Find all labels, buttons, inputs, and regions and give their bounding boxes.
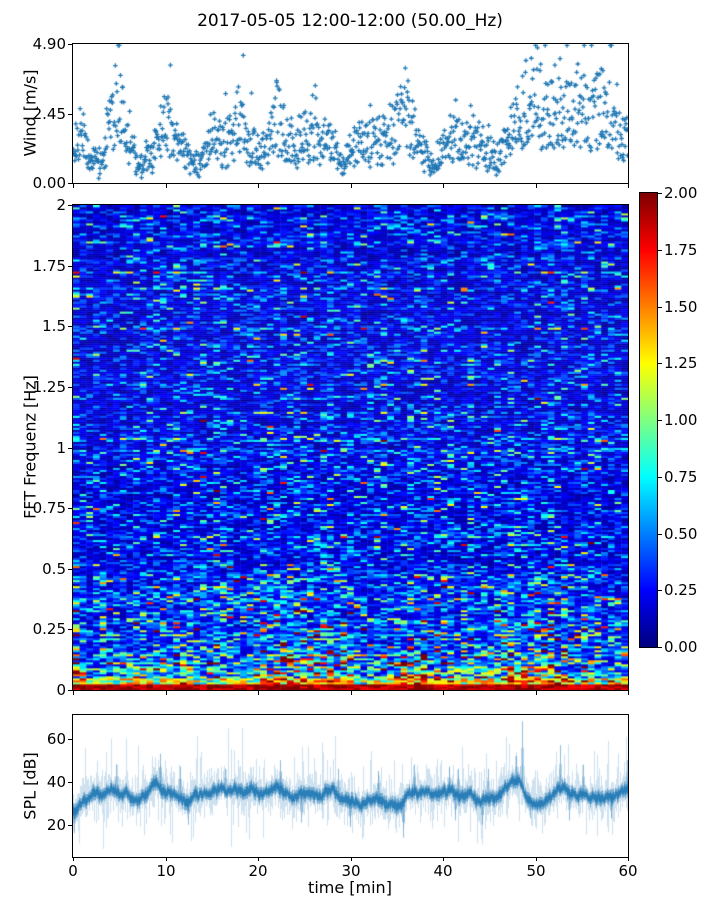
spl-xtick-label: 10 xyxy=(156,862,176,880)
colorbar-tick-label: 2.00 xyxy=(664,184,698,202)
spl-xtick-label: 20 xyxy=(248,862,268,880)
colorbar-tick-mark xyxy=(658,534,662,535)
spec-ytick-label: 1.25 xyxy=(32,378,66,396)
wind-ytick-mark xyxy=(68,114,72,115)
spl-xtick-mark xyxy=(628,857,629,861)
colorbar-tick-mark xyxy=(658,363,662,364)
colorbar-tick-label: 0.75 xyxy=(664,468,698,486)
colorbar xyxy=(639,192,658,648)
wind-scatter-canvas xyxy=(73,44,628,183)
spl-ytick-mark xyxy=(68,825,72,826)
spec-ytick-mark xyxy=(68,690,72,691)
spectrogram-canvas xyxy=(73,205,628,690)
colorbar-tick-label: 0.50 xyxy=(664,525,698,543)
wind-ytick-label: 0.00 xyxy=(32,174,66,192)
wind-xtick-mark xyxy=(258,184,259,188)
spec-xtick-mark xyxy=(258,691,259,695)
wind-ytick-mark xyxy=(68,183,72,184)
spec-xtick-mark xyxy=(351,691,352,695)
spl-xtick-label: 50 xyxy=(526,862,546,880)
spl-xtick-mark xyxy=(536,857,537,861)
spec-ytick-mark xyxy=(68,569,72,570)
spec-ytick-label: 1 xyxy=(56,439,66,457)
colorbar-tick-mark xyxy=(658,477,662,478)
spec-ytick-mark xyxy=(68,266,72,267)
time-axis-label: time [min] xyxy=(308,878,392,897)
colorbar-tick-label: 0.00 xyxy=(664,638,698,656)
colorbar-tick-mark xyxy=(658,193,662,194)
colorbar-tick-mark xyxy=(658,420,662,421)
colorbar-tick-label: 1.00 xyxy=(664,411,698,429)
spl-xtick-label: 0 xyxy=(68,862,78,880)
spl-xtick-mark xyxy=(443,857,444,861)
spec-ytick-mark xyxy=(68,448,72,449)
spec-xtick-mark xyxy=(443,691,444,695)
spec-ytick-label: 0.5 xyxy=(42,560,66,578)
spectrogram-axes xyxy=(72,204,629,691)
wind-xtick-mark xyxy=(351,184,352,188)
spec-ytick-mark xyxy=(68,326,72,327)
spl-xtick-label: 30 xyxy=(341,862,361,880)
figure-title: 2017-05-05 12:00-12:00 (50.00_Hz) xyxy=(197,11,503,31)
spec-ytick-mark xyxy=(68,629,72,630)
spec-ytick-label: 1.5 xyxy=(42,317,66,335)
colorbar-tick-label: 1.75 xyxy=(664,241,698,259)
wind-ytick-label: 2.45 xyxy=(32,105,66,123)
spl-ytick-label: 20 xyxy=(46,816,66,834)
wind-xtick-mark xyxy=(73,184,74,188)
spec-xtick-mark xyxy=(166,691,167,695)
spec-ytick-label: 0.75 xyxy=(32,499,66,517)
spl-xtick-mark xyxy=(351,857,352,861)
spec-ytick-label: 0.25 xyxy=(32,620,66,638)
spl-ytick-label: 60 xyxy=(46,730,66,748)
colorbar-tick-label: 1.50 xyxy=(664,298,698,316)
colorbar-tick-mark xyxy=(658,590,662,591)
wind-xtick-mark xyxy=(166,184,167,188)
spl-ytick-mark xyxy=(68,739,72,740)
colorbar-tick-label: 0.25 xyxy=(664,581,698,599)
wind-xtick-mark xyxy=(628,184,629,188)
colorbar-tick-mark xyxy=(658,647,662,648)
spec-xtick-mark xyxy=(536,691,537,695)
spl-ytick-mark xyxy=(68,782,72,783)
spl-xtick-mark xyxy=(166,857,167,861)
spec-xtick-mark xyxy=(628,691,629,695)
spl-ytick-label: 40 xyxy=(46,773,66,791)
wind-ytick-mark xyxy=(68,44,72,45)
spl-axes xyxy=(72,714,629,858)
spec-ytick-mark xyxy=(68,205,72,206)
wind-ytick-label: 4.90 xyxy=(32,35,66,53)
spec-ytick-label: 2 xyxy=(56,196,66,214)
wind-axes xyxy=(72,43,629,184)
colorbar-tick-mark xyxy=(658,307,662,308)
spec-ytick-label: 0 xyxy=(56,681,66,699)
spl-xtick-label: 40 xyxy=(433,862,453,880)
spec-ytick-mark xyxy=(68,508,72,509)
spl-line-canvas xyxy=(73,715,628,857)
wind-xtick-mark xyxy=(443,184,444,188)
wind-xtick-mark xyxy=(536,184,537,188)
spl-xtick-label: 60 xyxy=(618,862,638,880)
colorbar-tick-mark xyxy=(658,250,662,251)
spl-xtick-mark xyxy=(258,857,259,861)
spec-ytick-mark xyxy=(68,387,72,388)
colorbar-gradient-canvas xyxy=(640,193,657,647)
spl-xtick-mark xyxy=(73,857,74,861)
spec-xtick-mark xyxy=(73,691,74,695)
colorbar-tick-label: 1.25 xyxy=(664,354,698,372)
spec-ytick-label: 1.75 xyxy=(32,257,66,275)
